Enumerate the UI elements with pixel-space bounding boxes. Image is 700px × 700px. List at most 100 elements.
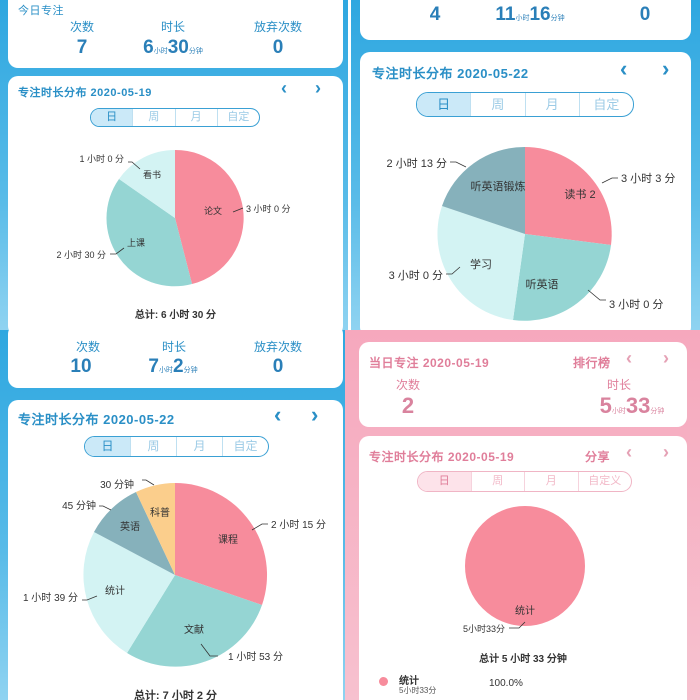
tab-month[interactable]: 月 xyxy=(525,472,579,491)
pie-slice-wenxian[interactable] xyxy=(127,575,262,667)
legend-percent: 100.0% xyxy=(489,678,523,689)
divider-vertical-top xyxy=(348,0,351,330)
legend-dot xyxy=(379,677,388,686)
leader-line-shangke xyxy=(110,247,125,255)
slice-time-dushu: 3 小时 3 分 xyxy=(621,172,675,185)
count-label: 次数 xyxy=(69,20,94,34)
slice-time-yingyu: 45 分钟 xyxy=(62,499,96,512)
abandon-label: 放弃次数 xyxy=(253,340,302,354)
tab-week[interactable]: 周 xyxy=(133,109,176,126)
tab-custom[interactable]: 自定义 xyxy=(588,475,622,487)
slice-time-kecheng: 2 小时 15 分 xyxy=(271,519,326,531)
distribution-title: 专注时长分布 2020-05-19 xyxy=(369,450,515,464)
slice-label-wenxian: 文献 xyxy=(184,623,204,636)
slice-label-xuexi: 学习 xyxy=(470,257,492,271)
slice-label-lunwen: 论文 xyxy=(204,205,222,216)
pie-slice-kecheng[interactable] xyxy=(175,483,268,605)
prev-arrow-icon[interactable]: ‹ xyxy=(281,78,287,98)
count-value: 2 xyxy=(401,393,415,418)
tab-day[interactable]: 日 xyxy=(418,472,472,491)
leader-line-tongji xyxy=(82,595,98,601)
prev-arrow-icon[interactable]: ‹ xyxy=(626,442,632,462)
slice-time-kepu: 30 分钟 xyxy=(100,478,134,491)
tab-day[interactable]: 日 xyxy=(91,109,134,126)
tab-custom[interactable]: 自定 xyxy=(593,97,620,112)
total-duration: 总计 5 小时 33 分钟 xyxy=(479,654,567,665)
tab-month[interactable]: 月 xyxy=(177,437,223,456)
legend-name: 统计 xyxy=(399,676,419,687)
leader-line-kepu xyxy=(142,479,155,486)
distribution-title: 专注时长分布 2020-05-19 xyxy=(18,87,152,99)
slice-label-dushu: 读书 2 xyxy=(564,187,595,201)
slice-time-tongji: 1 小时 39 分 xyxy=(23,592,78,604)
range-tabs: 日 周 月 自定 xyxy=(416,92,634,117)
leader-line-tingyingyu-duanlian xyxy=(450,161,467,168)
pie-slice-tingyingyu-duanlian[interactable] xyxy=(442,146,525,234)
prev-arrow-icon[interactable]: ‹ xyxy=(274,402,282,427)
distribution-card: 专注时长分布 2020-05-22 ‹ › 日 周 月 自定 课程 2 小时 1… xyxy=(8,400,343,700)
next-arrow-icon[interactable]: › xyxy=(315,78,321,98)
slice-time-lunwen: 3 小时 0 分 xyxy=(246,203,291,214)
pie-chart: 课程 2 小时 15 分 文献 1 小时 53 分 统计 1 小时 39 分 英… xyxy=(23,478,326,667)
pie-slice-tongji[interactable] xyxy=(83,532,175,653)
stats-card: 4 11小时16分钟 0 xyxy=(360,0,691,40)
distribution-card: 专注时长分布 2020-05-19 分享 ‹ › 日 周 月 自定义 统计 5小… xyxy=(359,436,687,700)
pie-chart: 读书 2 3 小时 3 分 听英语 3 小时 0 分 学习 3 小时 0 分 听… xyxy=(386,146,675,321)
leader-line-kanshu xyxy=(128,161,141,170)
pie-slice-tongji[interactable] xyxy=(465,506,585,626)
tab-month[interactable]: 月 xyxy=(176,109,218,126)
slice-label-yingyu: 英语 xyxy=(120,520,140,533)
panel-top-left: 今日专注 次数 时长 放弃次数 7 6小时30分钟 0 专注时长分布 2020-… xyxy=(0,0,350,330)
rank-link[interactable]: 排行榜 xyxy=(573,356,611,370)
duration-label: 时长 xyxy=(606,378,631,392)
tab-day[interactable]: 日 xyxy=(417,93,472,116)
abandon-label: 放弃次数 xyxy=(253,20,302,34)
tab-day[interactable]: 日 xyxy=(85,437,131,456)
tab-week[interactable]: 周 xyxy=(131,437,177,456)
next-arrow-icon[interactable]: › xyxy=(663,442,669,462)
duration-value: 7小时2分钟 xyxy=(148,356,198,377)
count-value: 10 xyxy=(70,356,92,377)
pie-slice-shangke[interactable] xyxy=(106,179,192,287)
slice-time-tongji: 5小时33分 xyxy=(463,623,505,634)
leader-line-tingyingyu xyxy=(587,289,606,301)
pie-slice-dushu[interactable] xyxy=(525,147,612,245)
slice-time-kanshu: 1 小时 0 分 xyxy=(79,153,124,164)
prev-arrow-icon[interactable]: ‹ xyxy=(620,56,628,81)
duration-value: 5小时33分钟 xyxy=(599,393,665,418)
pie-slice-kepu[interactable] xyxy=(136,483,175,575)
slice-time-wenxian: 1 小时 53 分 xyxy=(228,651,283,663)
next-arrow-icon[interactable]: › xyxy=(311,402,319,427)
total-duration: 总计: 7 小时 2 分 xyxy=(133,690,218,700)
count-label: 次数 xyxy=(395,378,420,392)
slice-label-tongji: 统计 xyxy=(515,604,535,617)
tab-custom[interactable]: 自定 xyxy=(233,439,258,453)
slice-time-tingyingyu-duanlian: 2 小时 13 分 xyxy=(386,157,447,170)
range-tabs: 日 周 月 自定义 xyxy=(417,471,632,492)
panel-bottom-right: 当日专注 2020-05-19 排行榜 ‹ › 次数 时长 2 5小时33分钟 … xyxy=(345,330,700,700)
count-value: 7 xyxy=(76,37,88,58)
pie-slice-xuexi[interactable] xyxy=(437,206,525,320)
leader-line-wenxian xyxy=(200,643,218,657)
count-value: 4 xyxy=(429,4,441,25)
panel-bottom-left: 次数 时长 放弃次数 10 7小时2分钟 0 专注时长分布 2020-05-22… xyxy=(0,330,345,700)
next-arrow-icon[interactable]: › xyxy=(663,348,669,368)
pie-slice-lunwen[interactable] xyxy=(175,149,244,284)
share-link[interactable]: 分享 xyxy=(585,450,611,464)
tab-week[interactable]: 周 xyxy=(471,93,526,116)
prev-arrow-icon[interactable]: ‹ xyxy=(626,348,632,368)
abandon-value: 0 xyxy=(639,4,651,25)
total-duration: 总计: 6 小时 30 分 xyxy=(134,310,217,321)
tab-custom[interactable]: 自定 xyxy=(227,111,250,123)
next-arrow-icon[interactable]: › xyxy=(662,56,670,81)
pie-slice-yingyu[interactable] xyxy=(94,492,175,575)
pie-chart: 统计 5小时33分 xyxy=(463,506,585,634)
tab-month[interactable]: 月 xyxy=(526,93,580,116)
pie-slice-tingyingyu[interactable] xyxy=(513,234,611,321)
tab-week[interactable]: 周 xyxy=(472,472,525,491)
pie-slice-kanshu[interactable] xyxy=(119,149,175,218)
slice-label-shangke: 上课 xyxy=(127,238,145,248)
slice-time-xuexi: 3 小时 0 分 xyxy=(389,269,443,282)
slice-time-tingyingyu: 3 小时 0 分 xyxy=(609,298,663,311)
leader-line-tongji xyxy=(509,621,526,629)
